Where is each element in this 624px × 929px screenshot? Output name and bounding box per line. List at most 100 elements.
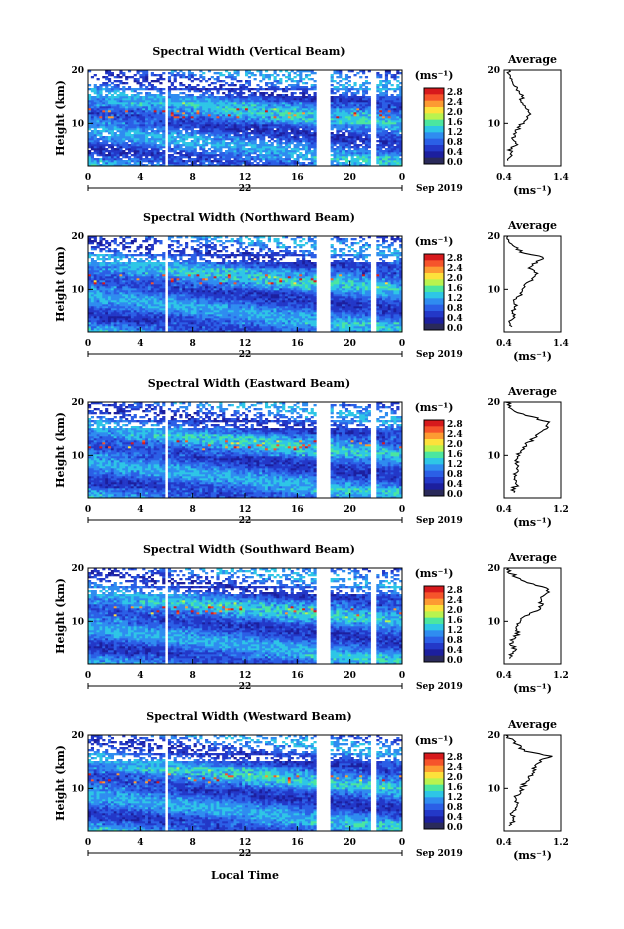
heatmap-cell — [179, 152, 183, 155]
heatmap-cell — [339, 102, 343, 105]
heatmap-cell — [364, 164, 369, 167]
heatmap-cell — [330, 118, 334, 121]
colorbar-tick-label: 0.8 — [447, 138, 463, 148]
heatmap-cell — [207, 112, 212, 115]
heatmap-cell — [393, 78, 397, 81]
heatmap-cell — [253, 88, 257, 91]
heatmap-cell — [333, 164, 337, 167]
heatmap-cell — [382, 110, 386, 113]
heatmap-cell — [150, 86, 154, 89]
heatmap-cell — [96, 328, 100, 331]
heatmap-cell — [225, 100, 229, 103]
heatmap-cell — [162, 78, 166, 81]
heatmap-cell — [299, 134, 303, 137]
heatmap-cell — [227, 156, 232, 159]
heatmap-cell — [222, 152, 226, 155]
heatmap-cell — [107, 88, 112, 91]
avg-y-tick-label: 20 — [487, 66, 500, 76]
heatmap-cell — [196, 124, 200, 127]
heatmap-cell — [239, 146, 243, 149]
heatmap-cell — [307, 130, 311, 133]
heatmap-cell — [187, 158, 192, 161]
heatmap-cell — [330, 138, 334, 141]
heatmap-cell — [207, 120, 212, 123]
heatmap-cell — [245, 316, 249, 319]
heatmap-cell — [347, 132, 351, 135]
heatmap-cell — [364, 130, 369, 133]
heatmap-cell — [256, 102, 260, 105]
heatmap-cell — [179, 74, 183, 77]
heatmap-cell — [230, 84, 234, 87]
heatmap-cell — [364, 326, 369, 329]
heatmap-cell — [253, 100, 257, 103]
heatmap-cell — [267, 128, 271, 131]
heatmap-cell — [299, 148, 303, 151]
heatmap-cell — [262, 126, 266, 129]
heatmap-cell — [387, 134, 391, 137]
heatmap-cell — [245, 114, 249, 117]
heatmap-cell — [207, 84, 212, 87]
heatmap-cell — [347, 320, 351, 323]
heatmap-cell — [90, 326, 95, 329]
heatmap-cell — [279, 138, 283, 141]
heatmap-cell — [230, 320, 234, 323]
heatmap-cell — [342, 118, 346, 121]
heatmap-cell — [96, 94, 100, 97]
heatmap-cell — [116, 162, 120, 165]
heatmap-cell — [102, 84, 106, 87]
heatmap-cell — [207, 158, 212, 161]
heatmap-cell — [162, 130, 166, 133]
heatmap-cell — [267, 132, 271, 135]
heatmap-cell — [262, 114, 266, 117]
heatmap-cell — [167, 76, 172, 79]
heatmap-cell — [307, 330, 311, 333]
heatmap-cell — [159, 122, 163, 125]
heatmap-cell — [256, 108, 260, 111]
heatmap-cell — [216, 104, 220, 107]
heatmap-cell — [376, 136, 380, 139]
heatmap-cell — [259, 326, 263, 329]
heatmap-cell — [122, 322, 126, 325]
heatmap-cell — [287, 320, 291, 323]
colorbar-swatch — [424, 138, 444, 146]
heatmap-cell — [339, 156, 343, 159]
heatmap-cell — [242, 328, 246, 331]
heatmap-cell — [93, 160, 97, 163]
heatmap-cell — [382, 144, 386, 147]
heatmap-cell — [245, 108, 249, 111]
heatmap-cell — [173, 74, 177, 77]
heatmap-cell — [307, 96, 311, 99]
heatmap-cell — [287, 124, 291, 127]
heatmap-cell — [205, 112, 209, 115]
heatmap-cell — [93, 152, 97, 155]
heatmap-cell — [379, 316, 383, 319]
heatmap-cell — [167, 322, 172, 325]
heatmap-cell — [179, 98, 183, 101]
heatmap-cell — [93, 104, 97, 107]
heatmap-cell — [210, 162, 214, 165]
heatmap-cell — [379, 322, 383, 325]
heatmap-cell — [167, 150, 172, 153]
heatmap-cell — [150, 94, 154, 97]
heatmap-cell — [390, 84, 394, 87]
heatmap-cell — [379, 146, 383, 149]
heatmap-cell — [273, 122, 277, 125]
heatmap-cell — [304, 150, 309, 153]
heatmap-cell — [290, 324, 294, 327]
heatmap-cell — [159, 328, 163, 331]
heatmap-cell — [145, 132, 149, 135]
heatmap-cell — [350, 94, 354, 97]
heatmap-cell — [88, 112, 92, 115]
heatmap-cell — [156, 328, 160, 331]
heatmap-cell — [173, 128, 177, 131]
heatmap-cell — [176, 114, 180, 117]
heatmap-cell — [284, 110, 289, 113]
heatmap-cell — [213, 102, 217, 105]
heatmap-cell — [150, 318, 154, 321]
heatmap-cell — [88, 110, 92, 113]
heatmap-cell — [216, 118, 220, 121]
heatmap-cell — [302, 316, 306, 319]
heatmap-cell — [384, 152, 389, 155]
heatmap-cell — [125, 78, 129, 81]
heatmap-cell — [293, 80, 297, 83]
